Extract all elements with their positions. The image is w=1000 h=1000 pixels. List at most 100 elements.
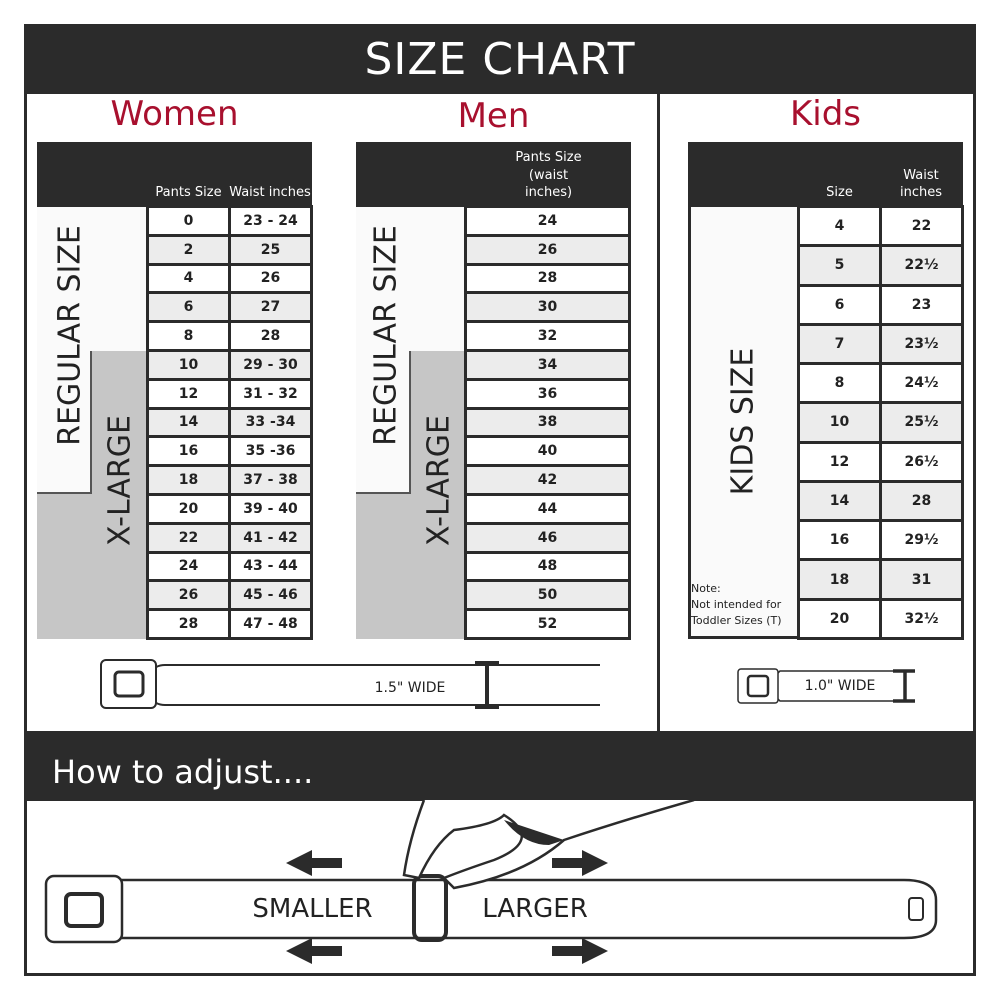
kids-table: 4 22 5 22½ 6 23 7 23½ 8 24½ 10 25½ 12 26½ 14 28 16 29½ 18 3… — [797, 205, 964, 640]
kids-cell: 25½ — [882, 404, 961, 441]
men-cell: 24 — [467, 208, 628, 234]
kids-cell: 10 — [800, 404, 879, 441]
arrow-left-top-icon — [286, 850, 342, 876]
kids-cell: 5 — [800, 247, 879, 284]
women-cell: 47 - 48 — [231, 611, 310, 637]
men-cell: 28 — [467, 265, 628, 292]
adjust-belt-illustration — [44, 800, 938, 964]
divider — [657, 93, 660, 733]
men-cell: 46 — [467, 524, 628, 551]
women-cell: 28 — [231, 323, 310, 349]
arrow-right-bottom-icon — [552, 938, 608, 964]
men-cell: 26 — [467, 236, 628, 263]
women-cell: 23 - 24 — [231, 208, 310, 234]
men-table: 24 26 28 30 32 34 36 38 40 42 44 46 48 50 52 — [464, 205, 631, 640]
men-cell: 44 — [467, 495, 628, 522]
women-cell: 26 — [231, 265, 310, 292]
kids-table-header: Size Waist inches — [688, 142, 963, 208]
women-cell: 25 — [231, 236, 310, 263]
belt-kids-icon — [737, 668, 915, 704]
kids-cell: 18 — [800, 561, 879, 598]
note-text: Not intended for Toddler Sizes (T) — [691, 597, 782, 627]
women-cell: 39 - 40 — [231, 495, 310, 522]
women-cell: 2 — [149, 236, 228, 263]
women-cell: 14 — [149, 409, 228, 436]
men-cell: 30 — [467, 294, 628, 321]
kids-col-waist: Waist inches — [899, 167, 942, 201]
kids-note: Note: Not intended for Toddler Sizes (T) — [691, 581, 796, 629]
men-cell: 40 — [467, 438, 628, 465]
kids-size-label: KIDS SIZE — [725, 347, 761, 496]
kids-cell: 8 — [800, 365, 879, 402]
women-cell: 35 -36 — [231, 438, 310, 465]
men-cell: 36 — [467, 380, 628, 407]
kids-cell: 14 — [800, 482, 879, 520]
women-cell: 16 — [149, 438, 228, 465]
women-cell: 0 — [149, 208, 228, 234]
women-cell: 43 - 44 — [231, 553, 310, 580]
kids-cell: 22 — [882, 208, 961, 245]
men-cell: 38 — [467, 409, 628, 436]
belt-kids-width: 1.0" WIDE — [804, 678, 876, 694]
kids-cell: 29½ — [882, 522, 961, 559]
kids-cell: 12 — [800, 443, 879, 480]
kids-cell: 31 — [882, 561, 961, 598]
men-cell: 34 — [467, 351, 628, 378]
women-cell: 45 - 46 — [231, 582, 310, 609]
women-cell: 31 - 32 — [231, 380, 310, 407]
smaller-label: SMALLER — [252, 894, 373, 924]
men-cell: 50 — [467, 582, 628, 609]
women-cell: 26 — [149, 582, 228, 609]
women-cell: 6 — [149, 294, 228, 321]
women-cell: 4 — [149, 265, 228, 292]
women-cell: 8 — [149, 323, 228, 349]
women-table-header: Pants Size Waist inches — [37, 142, 312, 208]
women-cell: 20 — [149, 495, 228, 522]
men-col-pants: Pants Size (waist inches) — [515, 150, 582, 201]
women-cell: 41 - 42 — [231, 524, 310, 551]
kids-cell: 28 — [882, 482, 961, 520]
kids-cell: 6 — [800, 286, 879, 323]
women-cell: 37 - 38 — [231, 467, 310, 493]
kids-cell: 4 — [800, 208, 879, 245]
kids-cell: 22½ — [882, 247, 961, 284]
kids-cell: 20 — [800, 600, 879, 637]
women-table: 0 23 - 24 2 25 4 26 6 27 8 28 10 29 - 30 12 31 - 32 14… — [146, 205, 313, 640]
kids-cell: 24½ — [882, 365, 961, 402]
women-cell: 27 — [231, 294, 310, 321]
larger-label: LARGER — [482, 894, 588, 924]
note-title: Note: — [691, 582, 721, 595]
women-regular-label: REGULAR SIZE — [52, 225, 88, 446]
women-cell: 28 — [149, 611, 228, 637]
belt-adult-icon — [100, 659, 600, 709]
women-cell: 22 — [149, 524, 228, 551]
women-heading: Women — [110, 94, 239, 134]
page-title: SIZE CHART — [24, 24, 976, 94]
kids-cell: 16 — [800, 522, 879, 559]
kids-col-size: Size — [826, 185, 853, 201]
men-xlarge-label: X-LARGE — [421, 415, 457, 546]
arrow-right-top-icon — [552, 850, 608, 876]
kids-cell: 32½ — [882, 600, 961, 637]
men-cell: 42 — [467, 467, 628, 493]
men-cell: 32 — [467, 323, 628, 349]
women-xlarge-label: X-LARGE — [102, 415, 138, 546]
men-cell: 48 — [467, 553, 628, 580]
women-cell: 12 — [149, 380, 228, 407]
men-heading: Men — [457, 96, 530, 136]
kids-cell: 26½ — [882, 443, 961, 480]
kids-cell: 23½ — [882, 325, 961, 363]
women-cell: 18 — [149, 467, 228, 493]
women-col-pants: Pants Size — [155, 185, 222, 201]
women-col-waist: Waist inches — [229, 185, 311, 201]
men-table-header: Pants Size (waist inches) — [356, 142, 631, 208]
kids-cell: 23 — [882, 286, 961, 323]
adjust-heading: How to adjust.... — [24, 731, 976, 801]
men-regular-label: REGULAR SIZE — [368, 225, 404, 446]
kids-heading: Kids — [789, 94, 862, 134]
men-cell: 52 — [467, 611, 628, 637]
arrow-left-bottom-icon — [286, 938, 342, 964]
women-cell: 33 -34 — [231, 409, 310, 436]
women-cell: 24 — [149, 553, 228, 580]
kids-cell: 7 — [800, 325, 879, 363]
